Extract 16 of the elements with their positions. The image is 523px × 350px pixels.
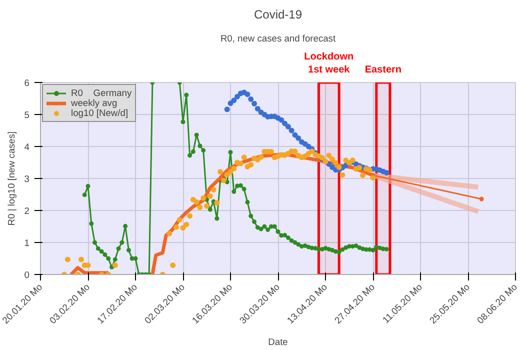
y-axis-title: R0 | log10 [new cases] [6,131,16,226]
chart-subtitle: R0, new cases and forecast [220,34,336,44]
y-tick-label: 6 [24,78,30,88]
y-tick-label: 4 [24,142,30,152]
x-axis-title: Date [268,337,288,348]
chart-title: Covid-19 [254,8,302,22]
y-tick-label: 5 [24,110,30,120]
y-tick-label: 2 [24,206,30,216]
band-label: Lockdown 1st week [304,51,354,76]
legend-label: weekly avg [71,98,118,108]
legend-label: R0 Germany [71,88,132,98]
band-label: Eastern [364,64,402,76]
legend-label: log10 [New/d] [71,108,128,118]
y-tick-label: 1 [24,238,30,248]
y-tick-label: 3 [24,174,30,184]
y-tick-label: 0 [24,270,30,280]
